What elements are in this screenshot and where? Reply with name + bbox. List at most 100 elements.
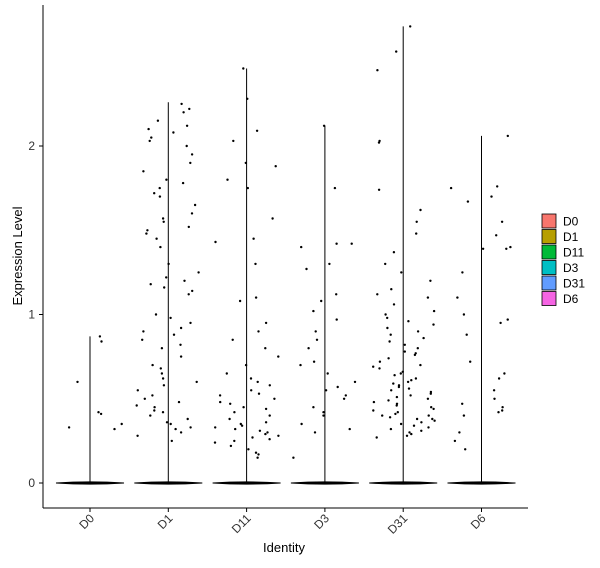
point-D6-20 (493, 397, 496, 400)
point-D11-3 (232, 139, 235, 143)
point-D11-49 (247, 448, 250, 451)
point-D31-5 (377, 188, 381, 191)
point-D31-65 (431, 417, 434, 421)
point-D6-8 (481, 247, 485, 250)
point-D11-30 (242, 406, 245, 409)
point-D11-32 (233, 411, 236, 414)
point-D3-13 (307, 347, 310, 350)
point-D3-9 (312, 309, 315, 313)
point-D1-6 (172, 131, 175, 134)
point-D31-11 (400, 271, 403, 274)
violin-base-D11 (212, 481, 281, 485)
legend-label-D3: D3 (563, 261, 579, 275)
point-D11-20 (225, 372, 228, 375)
point-D3-24 (322, 414, 325, 417)
point-D31-24 (389, 333, 392, 336)
point-D1-18 (193, 203, 197, 207)
y-tick-label-2: 2 (28, 139, 35, 153)
point-D31-8 (415, 232, 418, 235)
point-D11-4 (244, 161, 247, 165)
point-D31-20 (407, 320, 410, 323)
point-D31-57 (430, 406, 433, 409)
point-D1-64 (174, 427, 177, 431)
legend-label-D31: D31 (563, 277, 585, 291)
point-D6-1 (496, 185, 499, 188)
point-D3-20 (344, 394, 347, 397)
point-D11-12 (254, 296, 258, 299)
point-D1-60 (186, 417, 189, 421)
point-D31-66 (415, 417, 419, 421)
point-D11-19 (244, 363, 248, 367)
point-D3-23 (322, 411, 325, 414)
point-D11-48 (229, 444, 233, 448)
point-D1-7 (150, 136, 153, 139)
legend-label-D0: D0 (563, 215, 579, 229)
point-D6-25 (462, 414, 466, 417)
point-D31-48 (429, 390, 433, 394)
point-D31-27 (403, 343, 406, 346)
point-D11-15 (257, 330, 260, 333)
point-D3-7 (335, 293, 338, 296)
point-D11-11 (254, 262, 257, 266)
point-D1-16 (153, 192, 156, 195)
point-D31-33 (378, 360, 382, 363)
point-D1-8 (148, 139, 151, 143)
point-D11-27 (273, 397, 276, 400)
point-D1-12 (142, 170, 145, 173)
point-D11-44 (251, 436, 254, 439)
point-D31-47 (390, 389, 393, 392)
point-D11-17 (264, 347, 267, 350)
point-D11-39 (234, 427, 237, 431)
point-D11-50 (254, 451, 258, 454)
legend-key-D11 (541, 244, 557, 260)
point-D1-34 (187, 293, 190, 296)
point-D11-16 (231, 338, 234, 341)
point-D31-70 (412, 424, 416, 427)
point-D1-9 (185, 144, 188, 148)
violin-base-D1 (134, 481, 203, 485)
point-D31-7 (415, 220, 418, 223)
point-D31-26 (388, 340, 391, 343)
point-D6-16 (469, 360, 472, 363)
point-D31-43 (392, 382, 395, 385)
point-D6-3 (490, 195, 493, 198)
point-D31-22 (386, 326, 389, 330)
point-D11-52 (256, 456, 259, 459)
point-D31-45 (397, 385, 401, 389)
point-D11-21 (249, 377, 253, 380)
point-D1-67 (170, 439, 173, 443)
legend-key-D6 (541, 291, 557, 306)
point-D6-28 (464, 448, 467, 451)
point-D3-0 (322, 124, 326, 128)
point-D1-63 (189, 426, 192, 429)
point-D1-45 (151, 363, 154, 367)
point-D11-25 (257, 392, 261, 395)
point-D11-2 (255, 129, 259, 132)
point-D31-49 (429, 392, 432, 395)
point-D0-7 (113, 427, 116, 431)
point-D3-5 (328, 262, 331, 266)
point-D3-2 (350, 242, 353, 245)
point-D31-53 (387, 399, 390, 402)
y-tick-label-0: 0 (28, 476, 35, 490)
point-D11-26 (218, 394, 222, 397)
point-D31-2 (376, 69, 379, 72)
point-D31-50 (409, 394, 412, 397)
point-D3-27 (313, 431, 317, 434)
point-D6-22 (501, 406, 504, 409)
point-D11-45 (268, 438, 271, 441)
point-D31-17 (432, 309, 436, 313)
point-D1-50 (162, 384, 166, 387)
point-D1-41 (141, 338, 144, 341)
point-D31-21 (432, 323, 435, 326)
point-D6-12 (462, 313, 466, 316)
point-D1-54 (177, 400, 181, 404)
point-D3-26 (348, 427, 351, 431)
point-D31-71 (427, 426, 430, 429)
point-D1-66 (136, 434, 139, 437)
point-D0-2 (97, 411, 100, 414)
point-D6-18 (497, 377, 501, 380)
point-D6-9 (505, 247, 508, 250)
point-D1-37 (189, 321, 192, 325)
